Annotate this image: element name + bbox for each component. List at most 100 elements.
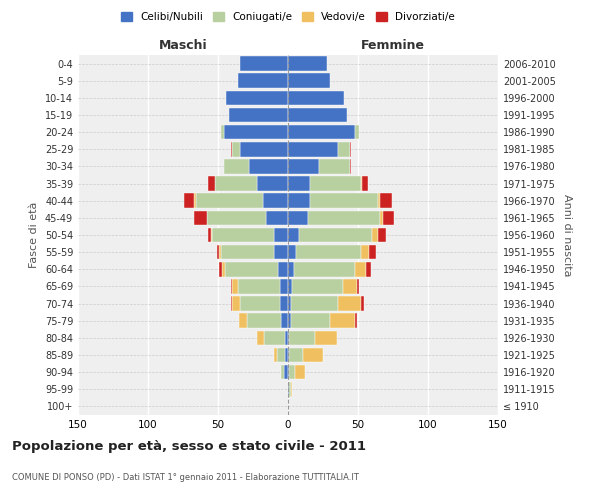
Bar bbox=[221, 125, 224, 140]
Bar bbox=[220, 262, 222, 276]
Bar bbox=[330, 314, 355, 328]
Bar bbox=[288, 194, 310, 208]
Bar bbox=[380, 210, 383, 225]
Y-axis label: Fasce di età: Fasce di età bbox=[29, 202, 39, 268]
Bar bbox=[280, 296, 288, 311]
Bar bbox=[383, 210, 394, 225]
Bar bbox=[184, 194, 194, 208]
Bar bbox=[288, 348, 289, 362]
Bar bbox=[224, 125, 288, 140]
Bar bbox=[288, 296, 291, 311]
Bar bbox=[361, 296, 364, 311]
Bar bbox=[369, 245, 376, 260]
Bar bbox=[367, 262, 371, 276]
Bar bbox=[299, 228, 372, 242]
Bar bbox=[296, 245, 361, 260]
Bar bbox=[288, 74, 330, 88]
Bar bbox=[280, 279, 288, 293]
Bar bbox=[263, 194, 288, 208]
Bar bbox=[194, 194, 196, 208]
Bar bbox=[319, 159, 350, 174]
Bar bbox=[225, 262, 278, 276]
Bar bbox=[288, 159, 319, 174]
Bar bbox=[196, 194, 263, 208]
Bar bbox=[222, 262, 225, 276]
Bar bbox=[232, 279, 238, 293]
Bar bbox=[241, 56, 288, 71]
Bar bbox=[338, 296, 361, 311]
Bar bbox=[194, 210, 207, 225]
Bar bbox=[293, 262, 355, 276]
Bar bbox=[288, 279, 292, 293]
Bar bbox=[355, 125, 359, 140]
Bar bbox=[304, 348, 323, 362]
Bar bbox=[288, 314, 291, 328]
Bar bbox=[289, 330, 314, 345]
Bar bbox=[230, 279, 232, 293]
Text: Femmine: Femmine bbox=[361, 38, 425, 52]
Bar bbox=[241, 296, 280, 311]
Bar bbox=[361, 245, 369, 260]
Bar bbox=[350, 159, 351, 174]
Bar bbox=[288, 56, 327, 71]
Bar bbox=[207, 210, 266, 225]
Bar bbox=[314, 330, 337, 345]
Bar bbox=[230, 142, 232, 156]
Bar bbox=[226, 90, 288, 105]
Bar bbox=[281, 365, 284, 380]
Bar bbox=[249, 159, 288, 174]
Bar bbox=[288, 262, 293, 276]
Bar bbox=[288, 176, 310, 191]
Bar bbox=[274, 348, 277, 362]
Bar bbox=[343, 279, 356, 293]
Text: Maschi: Maschi bbox=[158, 38, 208, 52]
Bar bbox=[239, 314, 247, 328]
Bar bbox=[355, 262, 367, 276]
Bar bbox=[277, 348, 285, 362]
Bar bbox=[355, 314, 356, 328]
Bar bbox=[350, 142, 351, 156]
Bar bbox=[289, 365, 295, 380]
Bar bbox=[232, 296, 241, 311]
Bar bbox=[288, 245, 296, 260]
Bar bbox=[266, 210, 288, 225]
Bar bbox=[289, 348, 304, 362]
Bar bbox=[288, 142, 338, 156]
Bar bbox=[377, 194, 380, 208]
Bar bbox=[221, 245, 274, 260]
Bar bbox=[238, 279, 280, 293]
Bar bbox=[295, 365, 305, 380]
Bar bbox=[288, 382, 289, 396]
Bar bbox=[217, 245, 220, 260]
Bar bbox=[241, 142, 288, 156]
Bar bbox=[232, 142, 241, 156]
Bar bbox=[310, 176, 361, 191]
Bar bbox=[274, 228, 288, 242]
Bar bbox=[288, 330, 289, 345]
Bar bbox=[288, 365, 289, 380]
Bar bbox=[215, 176, 257, 191]
Bar bbox=[288, 108, 347, 122]
Bar bbox=[308, 210, 380, 225]
Y-axis label: Anni di nascita: Anni di nascita bbox=[562, 194, 572, 276]
Bar bbox=[361, 176, 362, 191]
Text: COMUNE DI PONSO (PD) - Dati ISTAT 1° gennaio 2011 - Elaborazione TUTTITALIA.IT: COMUNE DI PONSO (PD) - Dati ISTAT 1° gen… bbox=[12, 473, 359, 482]
Bar bbox=[278, 262, 288, 276]
Text: Popolazione per età, sesso e stato civile - 2011: Popolazione per età, sesso e stato civil… bbox=[12, 440, 366, 453]
Bar bbox=[288, 228, 299, 242]
Bar bbox=[220, 245, 221, 260]
Bar bbox=[291, 296, 338, 311]
Bar bbox=[291, 314, 330, 328]
Bar bbox=[247, 314, 281, 328]
Bar bbox=[338, 142, 350, 156]
Bar bbox=[264, 330, 285, 345]
Bar bbox=[288, 210, 308, 225]
Bar bbox=[285, 348, 288, 362]
Bar bbox=[291, 382, 292, 396]
Bar bbox=[229, 108, 288, 122]
Legend: Celibi/Nubili, Coniugati/e, Vedovi/e, Divorziati/e: Celibi/Nubili, Coniugati/e, Vedovi/e, Di… bbox=[117, 8, 459, 26]
Bar bbox=[257, 176, 288, 191]
Bar bbox=[292, 279, 343, 293]
Bar bbox=[356, 279, 359, 293]
Bar bbox=[230, 296, 232, 311]
